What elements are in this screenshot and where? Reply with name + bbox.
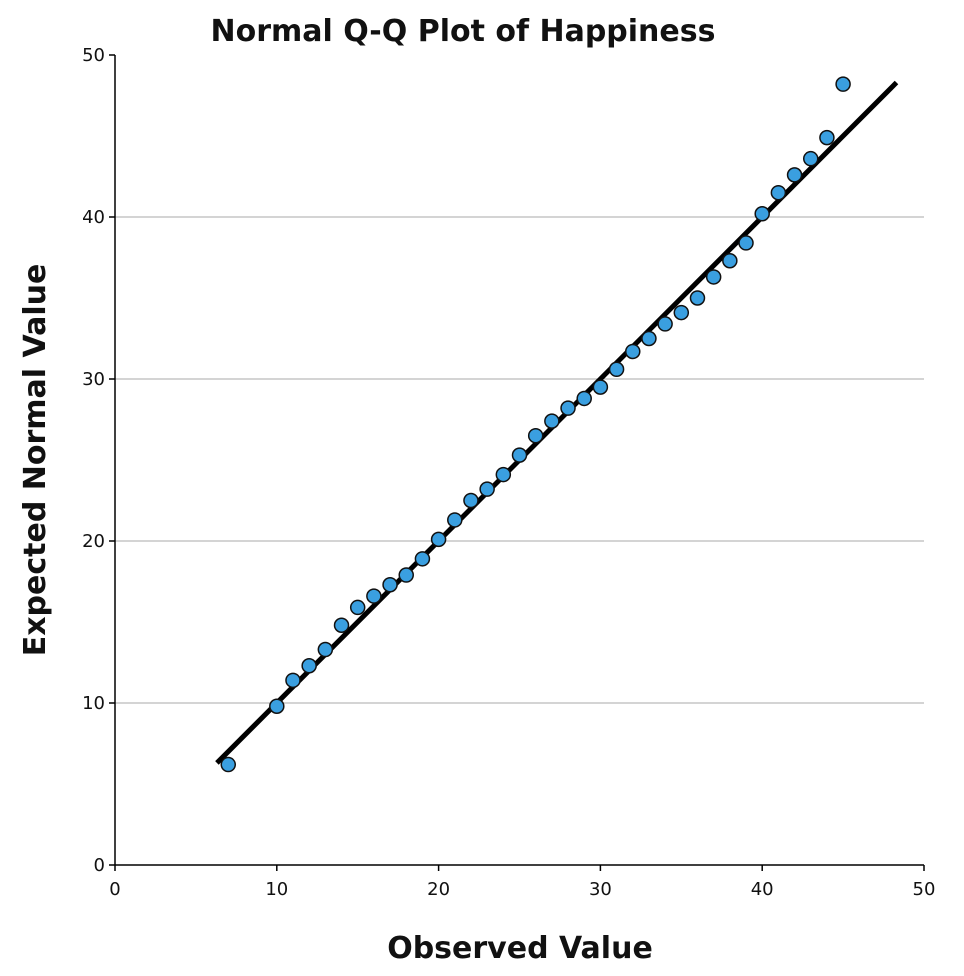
data-point-3 [301, 657, 317, 674]
data-point-30 [738, 235, 754, 251]
data-points [220, 76, 851, 773]
data-point-35 [819, 129, 835, 146]
y-tick-label-4: 40 [82, 207, 105, 228]
data-point-28 [705, 269, 722, 285]
data-point-27 [689, 290, 706, 306]
data-point-10 [414, 551, 431, 567]
data-point-15 [495, 466, 512, 483]
data-point-23 [625, 343, 641, 360]
data-point-8 [382, 576, 398, 593]
data-point-33 [786, 167, 803, 183]
x-tick-label-2: 20 [427, 879, 450, 900]
data-point-29 [722, 252, 738, 269]
x-tick-label-4: 40 [751, 879, 774, 900]
data-point-5 [333, 617, 350, 633]
data-point-9 [398, 567, 414, 583]
data-point-19 [560, 400, 576, 416]
data-point-2 [285, 672, 301, 689]
data-point-4 [317, 641, 334, 658]
x-tick-label-1: 10 [265, 879, 288, 900]
data-point-36 [835, 76, 851, 92]
data-point-31 [754, 206, 770, 222]
data-point-32 [770, 184, 787, 201]
axes [114, 55, 924, 866]
y-tick-label-5: 50 [82, 45, 105, 66]
y-axis-ticks: 0 10 20 30 40 50 [82, 45, 115, 876]
x-axis-ticks: 0 10 20 30 40 50 [109, 865, 935, 900]
y-axis-label: Expected Normal Value [18, 264, 53, 657]
data-point-25 [657, 316, 673, 332]
y-tick-label-0: 0 [94, 855, 105, 876]
x-axis-label: Observed Value [387, 931, 653, 966]
data-point-16 [511, 447, 528, 463]
data-point-0 [220, 756, 237, 773]
data-point-1 [269, 698, 285, 714]
chart-title: Normal Q-Q Plot of Happiness [211, 14, 716, 49]
data-point-24 [641, 330, 657, 347]
data-point-18 [544, 413, 560, 429]
y-tick-label-2: 20 [82, 531, 105, 552]
data-point-20 [576, 390, 592, 407]
data-point-12 [447, 512, 463, 528]
data-point-21 [592, 379, 609, 395]
data-point-26 [673, 304, 690, 321]
data-point-11 [430, 531, 447, 548]
data-point-22 [608, 361, 625, 378]
data-point-13 [463, 492, 479, 509]
x-tick-label-0: 0 [109, 879, 120, 900]
y-tick-label-1: 10 [82, 693, 105, 714]
y-tick-label-3: 30 [82, 369, 105, 390]
data-point-7 [366, 588, 382, 604]
data-point-6 [349, 599, 366, 616]
x-tick-label-3: 30 [589, 879, 612, 900]
data-point-14 [479, 481, 495, 497]
data-point-34 [802, 150, 819, 167]
x-tick-label-5: 50 [913, 879, 936, 900]
data-point-17 [527, 427, 544, 444]
gridlines [115, 216, 924, 704]
